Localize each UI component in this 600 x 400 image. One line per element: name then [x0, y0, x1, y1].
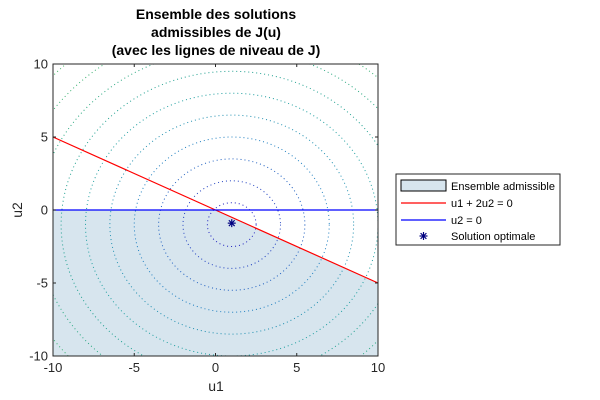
x-tick-label: -10	[44, 360, 63, 375]
contour-level-line	[109, 114, 355, 335]
y-tick-label: 10	[34, 57, 48, 72]
x-tick-label: -5	[128, 360, 140, 375]
contour-level-line	[158, 158, 306, 291]
contour-level-line	[133, 136, 330, 313]
chart-title-line-2: admissibles de J(u)	[151, 24, 281, 40]
contour-level-line	[60, 70, 378, 356]
legend-entry: u2 = 0	[401, 215, 482, 227]
legend-marker-sample	[419, 232, 428, 240]
legend-swatch	[400, 179, 447, 192]
y-tick-label: -10	[29, 349, 48, 364]
contour-level-line	[182, 180, 281, 269]
y-tick-label: 0	[41, 203, 48, 218]
legend-entry: Solution optimale	[419, 231, 535, 243]
y-axis-label: u2	[9, 202, 25, 218]
optimal-solution-marker	[227, 219, 236, 228]
contour-level-line	[206, 202, 257, 248]
legend-label: u1 + 2u2 = 0	[451, 198, 513, 210]
legend-entry: Ensemble admissible	[400, 179, 555, 193]
legend-label: Solution optimale	[451, 231, 535, 243]
legend: Ensemble admissible u1 + 2u2 = 0 u2 = 0 Sol…	[395, 173, 561, 246]
legend-entry: u1 + 2u2 = 0	[401, 198, 513, 210]
chart-title-line-3: (avec les lignes de niveau de J)	[112, 42, 321, 58]
y-tick-label: -5	[36, 276, 48, 291]
legend-label: Ensemble admissible	[451, 181, 555, 193]
x-tick-label: 0	[212, 360, 219, 375]
x-axis-label: u1	[208, 378, 224, 394]
chart-title-line-1: Ensemble des solutions	[136, 6, 296, 22]
chart-title: Ensemble des solutions admissibles de J(…	[112, 6, 321, 58]
x-tick-label: 5	[293, 360, 300, 375]
x-tick-label: 10	[371, 360, 385, 375]
contour-level-line	[85, 92, 378, 356]
y-tick-label: 5	[41, 130, 48, 145]
legend-label: u2 = 0	[451, 215, 482, 227]
